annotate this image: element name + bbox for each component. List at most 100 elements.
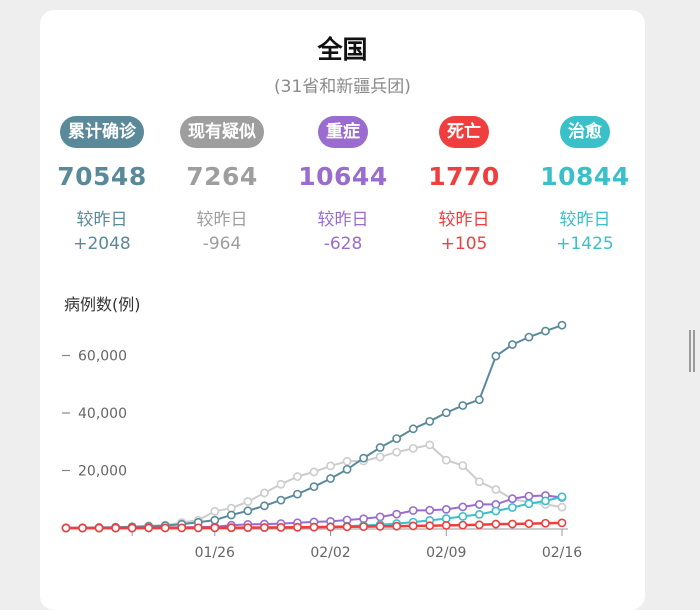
stat-delta: +2048: [73, 234, 131, 254]
data-point-dead[interactable]: [78, 523, 87, 533]
data-point-confirmed[interactable]: [458, 401, 468, 410]
data-point-confirmed[interactable]: [491, 351, 501, 361]
data-point-dead[interactable]: [359, 522, 368, 531]
page-subtitle: (31省和新疆兵团): [274, 77, 411, 97]
stat-label-badge: 重症: [318, 116, 368, 148]
data-point-cured[interactable]: [557, 492, 567, 502]
data-point-suspected[interactable]: [259, 488, 269, 498]
data-point-dead[interactable]: [408, 521, 418, 531]
data-point-dead[interactable]: [375, 521, 385, 531]
data-point-dead[interactable]: [226, 523, 236, 533]
data-point-cured[interactable]: [474, 509, 484, 519]
data-point-severe[interactable]: [441, 504, 451, 514]
data-point-cured[interactable]: [541, 496, 550, 506]
data-point-suspected[interactable]: [474, 477, 484, 487]
data-point-severe[interactable]: [375, 512, 385, 522]
stat-value: 10844: [540, 162, 630, 191]
data-point-suspected[interactable]: [309, 467, 319, 477]
data-point-dead[interactable]: [127, 523, 137, 533]
data-point-suspected[interactable]: [441, 455, 451, 465]
data-point-confirmed[interactable]: [474, 395, 484, 405]
data-point-cured[interactable]: [524, 499, 534, 509]
data-point-suspected[interactable]: [458, 461, 468, 471]
data-point-severe[interactable]: [408, 506, 418, 515]
data-point-cured[interactable]: [491, 506, 501, 516]
data-point-dead[interactable]: [458, 520, 468, 530]
data-point-confirmed[interactable]: [226, 510, 236, 520]
data-point-confirmed[interactable]: [243, 506, 253, 516]
data-point-suspected[interactable]: [425, 440, 435, 450]
data-point-suspected[interactable]: [392, 447, 402, 457]
data-point-confirmed[interactable]: [408, 424, 418, 434]
data-point-suspected[interactable]: [276, 479, 286, 489]
data-point-dead[interactable]: [507, 519, 517, 529]
data-point-confirmed[interactable]: [326, 474, 335, 483]
data-point-suspected[interactable]: [375, 452, 385, 462]
data-point-dead[interactable]: [557, 518, 567, 528]
data-point-severe[interactable]: [392, 509, 402, 519]
data-point-dead[interactable]: [524, 519, 534, 529]
data-point-dead[interactable]: [441, 521, 451, 530]
data-point-confirmed[interactable]: [425, 416, 435, 426]
data-point-severe[interactable]: [524, 491, 534, 501]
data-point-dead[interactable]: [293, 522, 302, 532]
data-point-confirmed[interactable]: [507, 340, 517, 349]
stat-value: 7264: [186, 162, 258, 191]
stat-delta: -964: [202, 234, 242, 254]
data-point-dead[interactable]: [309, 522, 319, 532]
data-point-suspected[interactable]: [342, 456, 352, 466]
data-point-dead[interactable]: [210, 523, 220, 533]
data-point-confirmed[interactable]: [309, 482, 319, 492]
data-point-confirmed[interactable]: [293, 489, 302, 499]
data-point-dead[interactable]: [474, 520, 484, 530]
data-point-confirmed[interactable]: [259, 501, 269, 511]
data-point-dead[interactable]: [111, 523, 120, 533]
data-point-suspected[interactable]: [326, 461, 335, 471]
data-point-suspected[interactable]: [243, 497, 253, 506]
data-point-dead[interactable]: [491, 519, 501, 529]
data-point-dead[interactable]: [326, 522, 335, 532]
data-point-dead[interactable]: [425, 521, 435, 531]
series-confirmed: [61, 320, 567, 533]
stat-value: 70548: [57, 162, 147, 191]
data-point-dead[interactable]: [61, 523, 71, 533]
data-point-dead[interactable]: [259, 523, 269, 532]
data-point-severe[interactable]: [425, 505, 435, 515]
data-point-confirmed[interactable]: [276, 495, 286, 505]
data-point-confirmed[interactable]: [342, 464, 352, 474]
data-point-dead[interactable]: [392, 521, 402, 531]
x-axis: 01/26 02/02 02/09 02/16: [131, 529, 582, 561]
data-point-suspected[interactable]: [557, 502, 567, 512]
data-point-severe[interactable]: [474, 500, 484, 509]
data-point-confirmed[interactable]: [557, 320, 567, 330]
page-title: 全国: [317, 35, 368, 64]
stat-compare-label: 较昨日: [76, 210, 128, 230]
data-point-dead[interactable]: [144, 523, 154, 533]
data-point-dead[interactable]: [193, 523, 203, 533]
data-point-suspected[interactable]: [408, 443, 418, 453]
data-point-dead[interactable]: [177, 523, 187, 533]
data-point-dead[interactable]: [94, 523, 104, 533]
data-point-confirmed[interactable]: [210, 515, 220, 525]
data-point-confirmed[interactable]: [441, 408, 451, 418]
data-point-dead[interactable]: [243, 523, 253, 533]
data-point-dead[interactable]: [342, 522, 352, 532]
data-point-cured[interactable]: [507, 503, 517, 512]
data-point-confirmed[interactable]: [375, 443, 385, 452]
stat-delta: +105: [440, 234, 488, 254]
trend-line-chart: 20,000 40,000 60,000 01/26 02/02 02/09 02/16: [61, 320, 582, 561]
data-point-suspected[interactable]: [491, 485, 501, 494]
data-point-severe[interactable]: [458, 502, 468, 512]
data-point-suspected[interactable]: [210, 506, 220, 516]
data-point-confirmed[interactable]: [392, 434, 402, 443]
data-point-confirmed[interactable]: [359, 453, 368, 463]
data-point-dead[interactable]: [160, 523, 170, 533]
data-point-dead[interactable]: [276, 522, 286, 532]
data-point-suspected[interactable]: [293, 472, 302, 481]
data-point-cured[interactable]: [458, 511, 468, 521]
data-point-severe[interactable]: [507, 494, 517, 504]
data-point-confirmed[interactable]: [541, 326, 550, 336]
window-resize-handle[interactable]: [689, 330, 695, 372]
data-point-confirmed[interactable]: [524, 332, 534, 342]
data-point-dead[interactable]: [541, 518, 550, 528]
